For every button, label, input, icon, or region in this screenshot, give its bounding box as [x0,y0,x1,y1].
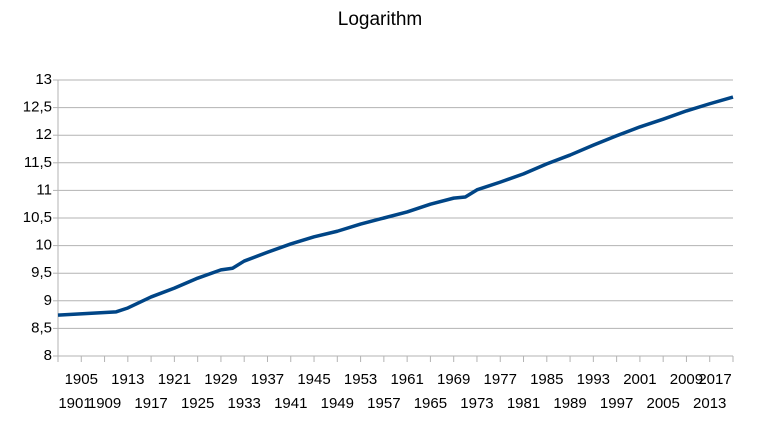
x-tick-label: 1993 [577,371,610,388]
y-tick-label: 13 [35,71,52,88]
x-tick-label: 1981 [507,395,540,412]
x-tick-label: 1909 [88,395,121,412]
x-tick-label: 1945 [297,371,330,388]
y-tick-label: 9 [44,292,52,309]
x-tick-label: 1913 [111,371,144,388]
y-tick-label: 10 [35,237,52,254]
y-tick-label: 12 [35,126,52,143]
y-tick-label: 11,5 [24,154,52,171]
data-line [57,95,734,317]
x-tick-label: 1937 [251,371,284,388]
x-tick-label: 1953 [344,371,377,388]
y-tick-label: 10,5 [23,209,52,226]
x-tick-label: 2005 [646,395,679,412]
x-tick-label: 1985 [530,371,563,388]
x-tick-label: 1929 [204,371,237,388]
x-tick-label: 1901 [58,395,91,412]
x-tick-label: 1949 [321,395,354,412]
x-tick-label: 1969 [437,371,470,388]
x-tick-label: 1997 [600,395,633,412]
x-tick-label: 1925 [181,395,214,412]
x-tick-label: 1965 [414,395,447,412]
x-tick-label: 2013 [693,395,726,412]
chart-title: Logarithm [338,9,423,30]
y-tick-label: 12,5 [23,99,52,116]
x-tick-label: 1977 [484,371,517,388]
y-tick-label: 9,5 [31,264,52,281]
x-tick-label: 2009 [670,371,703,388]
x-tick-label: 1921 [158,371,191,388]
x-tick-label: 1917 [134,395,167,412]
x-tick-label: 2017 [698,371,731,388]
x-tick-label: 1961 [390,371,423,388]
y-tick-label: 8 [44,347,52,364]
x-tick-label: 2001 [623,371,656,388]
y-tick-label: 8,5 [31,319,52,336]
y-tick-label: 11 [36,181,52,198]
x-tick-label: 1941 [274,395,307,412]
x-tick-label: 1989 [553,395,586,412]
x-tick-label: 1933 [228,395,261,412]
x-tick-label: 1957 [367,395,400,412]
x-tick-label: 1973 [460,395,493,412]
x-tick-label: 1905 [65,371,98,388]
